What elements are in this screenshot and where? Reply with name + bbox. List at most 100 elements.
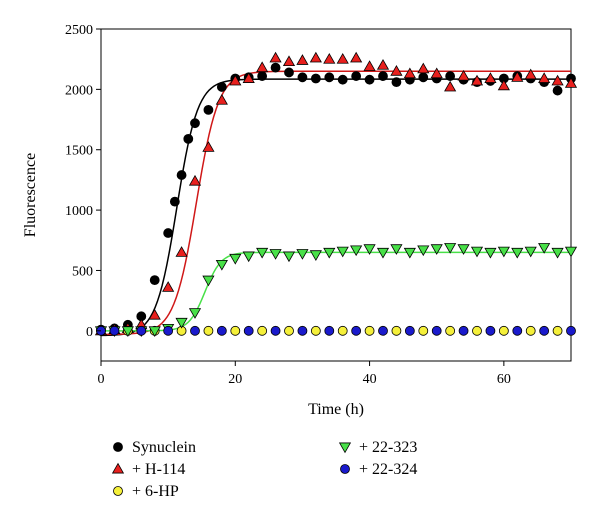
data-point	[202, 275, 215, 287]
data-point	[364, 325, 375, 336]
data-point	[458, 325, 469, 336]
y-axis-title: Fluorescence	[22, 153, 39, 237]
data-point	[282, 251, 296, 263]
data-point	[417, 62, 430, 74]
x-axis-ticks: 0 20 40 60	[98, 361, 511, 387]
legend-item: + H-114	[111, 461, 185, 478]
data-point	[269, 249, 282, 260]
data-point	[418, 72, 429, 83]
data-point	[282, 55, 296, 67]
data-point	[215, 94, 228, 105]
y-tick-label: 1500	[65, 144, 93, 159]
data-point	[484, 247, 497, 259]
data-point	[148, 308, 161, 320]
data-point	[310, 325, 321, 336]
data-point	[176, 170, 187, 180]
y-axis-ticks: 0 500 1000 1500 2000 2500	[65, 23, 101, 340]
data-point	[109, 325, 120, 336]
data-point	[310, 73, 321, 84]
legend-label: Synuclein	[132, 439, 196, 456]
data-point	[163, 228, 174, 238]
data-point	[230, 325, 241, 336]
data-point	[229, 253, 242, 265]
data-point	[296, 54, 309, 65]
data-point	[403, 67, 416, 79]
data-point	[498, 325, 509, 336]
data-point	[242, 72, 255, 83]
legend-marker	[113, 442, 123, 452]
data-point	[376, 247, 390, 259]
data-point	[175, 246, 188, 257]
data-point	[297, 72, 308, 83]
data-point	[403, 247, 416, 259]
data-point	[336, 246, 349, 258]
data-point	[350, 51, 363, 63]
data-point	[183, 133, 194, 144]
legend-marker	[113, 486, 123, 496]
x-tick-label: 20	[228, 372, 242, 387]
data-point	[336, 52, 349, 64]
data-point	[418, 325, 429, 336]
data-point	[512, 325, 523, 336]
data-point	[470, 74, 484, 86]
plot-frame	[100, 28, 572, 362]
data-point	[337, 325, 348, 336]
data-point	[391, 325, 402, 336]
data-point	[539, 325, 550, 336]
data-point	[564, 77, 578, 88]
legend: Synuclein + H-114 + 6-HP + 22-323 + 22-324	[111, 439, 417, 500]
legend-label: + 22-323	[359, 439, 417, 456]
data-point	[269, 51, 282, 63]
data-point	[378, 71, 388, 81]
data-point	[169, 196, 180, 207]
data-point	[538, 72, 551, 83]
legend-label: + 22-324	[359, 461, 417, 478]
data-point	[215, 259, 228, 271]
legend-marker	[111, 462, 125, 474]
data-point	[497, 246, 510, 258]
data-point	[324, 325, 335, 336]
fit-curve	[100, 70, 571, 336]
data-point	[364, 74, 375, 85]
data-point	[445, 71, 456, 81]
x-axis-title: Time (h)	[308, 401, 364, 418]
data-point	[324, 72, 335, 83]
data-point	[457, 244, 470, 255]
fit-curve	[100, 78, 571, 337]
data-point	[350, 245, 363, 257]
x-tick-label: 0	[98, 372, 105, 387]
legend-item: Synuclein	[113, 439, 196, 456]
data-point	[444, 80, 457, 92]
x-tick-label: 60	[497, 372, 511, 387]
legend-item: + 22-323	[338, 439, 417, 456]
data-point	[229, 74, 242, 86]
plot-area	[94, 28, 578, 362]
data-point	[524, 68, 537, 80]
data-point	[431, 325, 442, 336]
legend-marker	[338, 442, 352, 454]
data-point	[337, 74, 348, 85]
data-point	[309, 250, 322, 261]
data-point	[203, 325, 214, 336]
data-point	[121, 326, 134, 338]
data-point	[163, 325, 174, 336]
data-point	[242, 251, 255, 263]
data-point	[552, 85, 563, 96]
legend-item: + 22-324	[340, 461, 417, 478]
data-point	[524, 246, 537, 258]
data-point	[417, 245, 430, 257]
data-point	[202, 141, 215, 152]
legend-label: + H-114	[132, 461, 185, 478]
data-point	[430, 67, 443, 79]
y-tick-label: 2000	[65, 83, 93, 98]
data-point	[566, 325, 576, 336]
data-point	[188, 308, 202, 319]
data-point	[363, 244, 376, 255]
data-point	[378, 325, 388, 336]
data-point	[175, 317, 188, 329]
data-point	[551, 247, 564, 259]
data-point	[404, 325, 415, 336]
data-point	[309, 51, 322, 63]
data-point	[351, 325, 362, 336]
